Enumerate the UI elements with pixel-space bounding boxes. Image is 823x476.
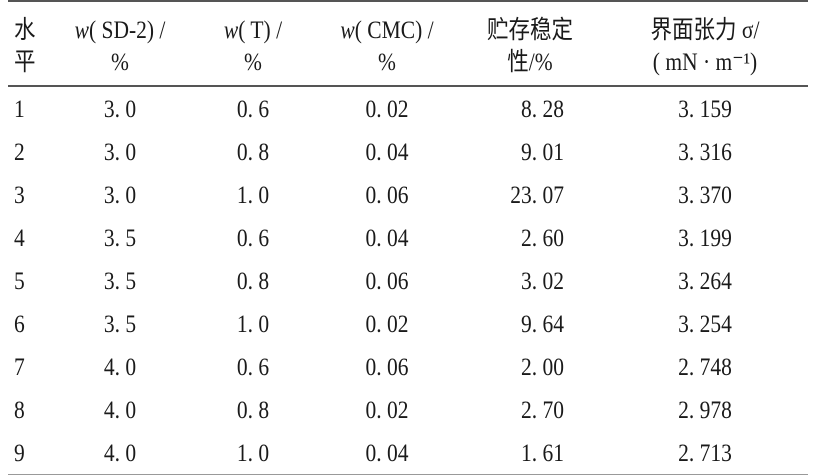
table-cell: 9. 64	[521, 311, 564, 338]
header-rule	[8, 85, 808, 87]
table-cell: 8. 28	[521, 96, 564, 123]
header-cell: %	[331, 48, 443, 78]
table-cell: 7	[14, 354, 25, 381]
header-cell: 贮存稳定	[474, 16, 586, 46]
table-cell: 3. 316	[678, 139, 732, 166]
table-cell: 3. 199	[678, 225, 732, 252]
header-text: 贮存稳定	[486, 17, 573, 44]
table-cell: 0. 8	[236, 397, 270, 424]
header-text: ( SD-2) /	[88, 17, 166, 44]
header-cell: w( CMC) /	[331, 16, 443, 46]
header-variable: w	[223, 17, 239, 44]
header-cell: 性/%	[474, 48, 586, 78]
top-rule	[8, 0, 808, 2]
table-cell: 0. 02	[365, 311, 409, 338]
header-text: ( T) /	[238, 17, 283, 44]
header-text: 平	[14, 49, 36, 76]
table-cell: 1	[14, 96, 25, 123]
table-cell: 1. 0	[236, 182, 270, 209]
table-cell: 4	[14, 225, 25, 252]
header-variable: w	[340, 17, 355, 44]
table-cell: 0. 06	[365, 354, 409, 381]
table-cell: 2. 60	[521, 225, 564, 252]
header-text: ( mN · m⁻¹)	[652, 49, 758, 76]
table-cell: 5	[14, 268, 25, 295]
header-text: 性/%	[507, 49, 553, 76]
table-cell: 4. 0	[103, 440, 137, 467]
table-cell: 3. 5	[103, 268, 137, 295]
header-text: 界面张力 σ/	[650, 17, 760, 44]
table-cell: 2. 978	[678, 397, 732, 424]
table-cell: 3. 254	[678, 311, 732, 338]
table-cell: 0. 06	[365, 268, 409, 295]
table-cell: 0. 6	[236, 354, 270, 381]
table-cell: 2. 70	[521, 397, 564, 424]
table-cell: 23. 07	[510, 182, 564, 209]
table-cell: 3. 5	[103, 225, 137, 252]
header-text: %	[111, 49, 129, 76]
table-cell: 0. 6	[236, 225, 270, 252]
header-cell: %	[68, 48, 171, 78]
header-text: 水	[14, 17, 36, 44]
header-text: ( CMC) /	[354, 17, 434, 44]
table-cell: 0. 06	[365, 182, 409, 209]
table-cell: 3. 264	[678, 268, 732, 295]
table-cell: 0. 02	[365, 96, 409, 123]
header-cell: 平	[14, 48, 40, 78]
header-cell: 界面张力 σ/	[623, 16, 786, 46]
table-cell: 0. 8	[236, 139, 270, 166]
header-text: %	[378, 49, 396, 76]
header-cell: w( T) /	[201, 16, 304, 46]
table-cell: 6	[14, 311, 25, 338]
header-cell: %	[201, 48, 304, 78]
table-cell: 4. 0	[103, 397, 137, 424]
table-cell: 3. 0	[103, 182, 137, 209]
header-cell: w( SD-2) /	[68, 16, 171, 46]
table-cell: 2. 748	[678, 354, 732, 381]
table-cell: 2. 713	[678, 440, 732, 467]
table-cell: 3. 0	[103, 96, 137, 123]
table-cell: 0. 02	[365, 397, 409, 424]
bottom-rule	[8, 474, 808, 475]
header-cell: ( mN · m⁻¹)	[623, 48, 786, 78]
header-cell: 水	[14, 16, 40, 46]
header-variable: w	[74, 17, 89, 44]
table-cell: 3. 02	[521, 268, 564, 295]
table-cell: 3. 5	[103, 311, 137, 338]
table-cell: 9. 01	[521, 139, 564, 166]
table-cell: 1. 0	[236, 311, 270, 338]
table-cell: 9	[14, 440, 25, 467]
table-cell: 2	[14, 139, 25, 166]
table-cell: 0. 04	[365, 139, 409, 166]
table-cell: 0. 6	[236, 96, 270, 123]
table-cell: 1. 61	[521, 440, 564, 467]
table-cell: 3. 159	[678, 96, 732, 123]
header-text: %	[244, 49, 262, 76]
table-cell: 0. 04	[365, 225, 409, 252]
table-cell: 8	[14, 397, 25, 424]
table-cell: 2. 00	[521, 354, 564, 381]
table-cell: 1. 0	[236, 440, 270, 467]
table-cell: 3. 370	[678, 182, 732, 209]
table-cell: 3. 0	[103, 139, 137, 166]
table-cell: 0. 04	[365, 440, 409, 467]
table-cell: 3	[14, 182, 25, 209]
table-cell: 0. 8	[236, 268, 270, 295]
table-cell: 4. 0	[103, 354, 137, 381]
